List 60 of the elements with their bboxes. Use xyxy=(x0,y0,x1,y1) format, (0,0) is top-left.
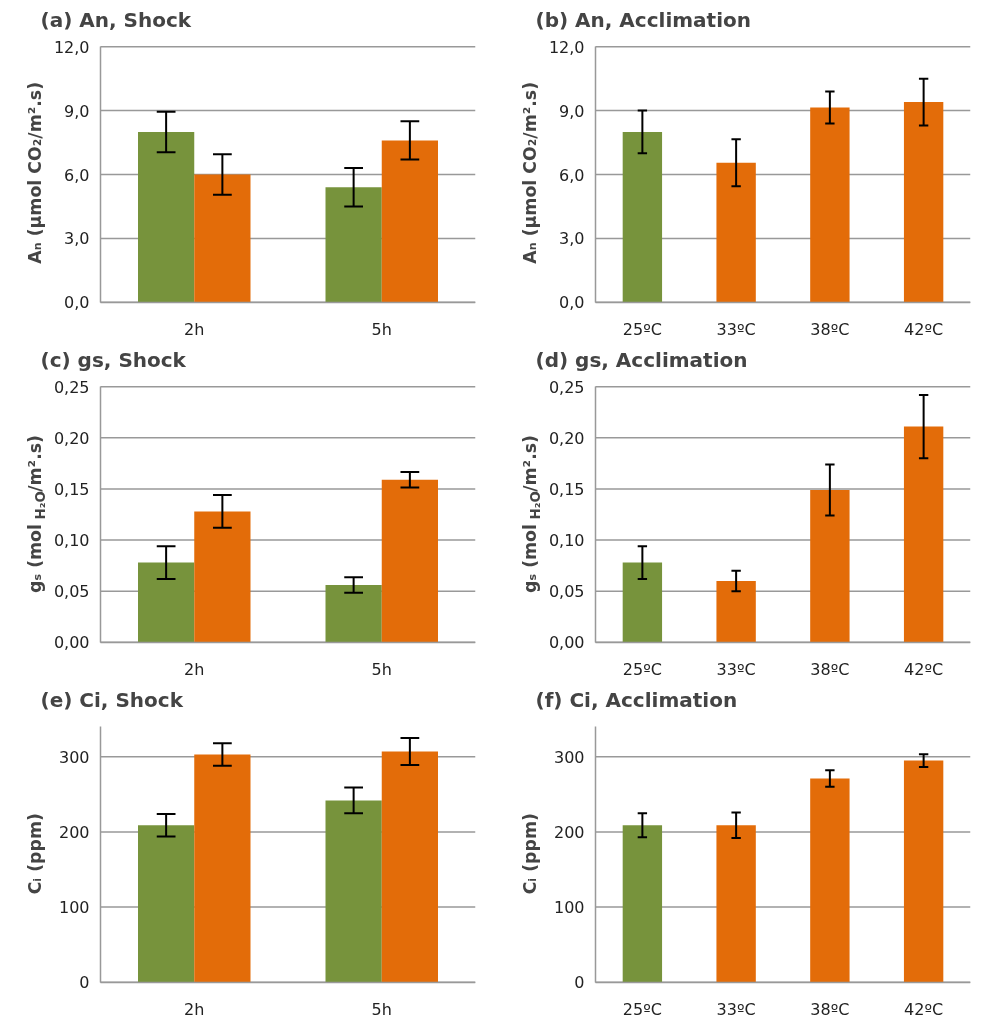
chart-title: (e) Ci, Shock xyxy=(40,687,184,712)
y-tick-label: 100 xyxy=(58,898,90,918)
x-tick-label: 38ºC xyxy=(810,660,850,680)
y-tick-label: 3,0 xyxy=(559,229,585,249)
x-tick-label: 25ºC xyxy=(622,1000,662,1020)
y-axis-title: gₛ (mol H₂O/m².s) xyxy=(24,435,48,593)
chart-title: (c) gs, Shock xyxy=(40,347,187,372)
x-tick-label: 25ºC xyxy=(622,320,662,340)
y-tick-label: 0,20 xyxy=(548,428,585,448)
y-tick-label: 12,0 xyxy=(548,37,585,57)
x-tick-label: 42ºC xyxy=(904,1000,944,1020)
y-tick-label: 300 xyxy=(553,747,585,767)
y-tick-label: 0,25 xyxy=(53,377,90,397)
y-tick-label: 0,0 xyxy=(64,293,90,313)
x-tick-label: 2h xyxy=(184,1000,205,1020)
x-tick-label: 5h xyxy=(371,320,392,340)
y-axis-title: Aₙ (µmol CO₂/m².s) xyxy=(519,81,540,264)
y-tick-label: 12,0 xyxy=(53,37,90,57)
y-tick-label: 9,0 xyxy=(64,101,90,121)
x-tick-label: 38ºC xyxy=(810,320,850,340)
x-tick-label: 5h xyxy=(371,660,392,680)
y-tick-label: 9,0 xyxy=(559,101,585,121)
y-tick-label: 6,0 xyxy=(64,165,90,185)
y-axis-title: Cᵢ (ppm) xyxy=(24,813,45,895)
y-tick-label: 300 xyxy=(58,747,90,767)
y-tick-label: 0 xyxy=(79,973,90,993)
y-axis-title: gₛ (mol H₂O/m².s) xyxy=(519,435,543,593)
chart-title: (a) An, Shock xyxy=(40,7,192,32)
y-tick-label: 0,05 xyxy=(53,582,90,602)
y-tick-label: 0,00 xyxy=(548,633,585,653)
x-tick-label: 2h xyxy=(184,320,205,340)
x-tick-label: 2h xyxy=(184,660,205,680)
x-tick-label: 25ºC xyxy=(622,660,662,680)
y-tick-label: 0,15 xyxy=(53,479,90,499)
chart-title: (b) An, Acclimation xyxy=(535,7,751,32)
y-tick-label: 0,0 xyxy=(559,293,585,313)
chart-title: (f) Ci, Acclimation xyxy=(535,687,738,712)
y-tick-label: 3,0 xyxy=(64,229,90,249)
y-tick-label: 200 xyxy=(58,822,90,842)
y-axis-title: Cᵢ (ppm) xyxy=(519,813,540,895)
x-tick-label: 38ºC xyxy=(810,1000,850,1020)
y-tick-label: 0,15 xyxy=(548,479,585,499)
y-tick-label: 0,05 xyxy=(548,582,585,602)
x-tick-label: 42ºC xyxy=(904,320,944,340)
x-tick-label: 33ºC xyxy=(716,320,756,340)
chart-title: (d) gs, Acclimation xyxy=(535,347,748,372)
y-tick-label: 0,00 xyxy=(53,633,90,653)
y-tick-label: 200 xyxy=(553,822,585,842)
y-axis-title: Aₙ (µmol CO₂/m².s) xyxy=(24,81,45,264)
y-tick-label: 0,10 xyxy=(548,531,585,551)
x-tick-label: 33ºC xyxy=(716,1000,756,1020)
x-tick-label: 5h xyxy=(371,1000,392,1020)
y-tick-label: 100 xyxy=(553,898,585,918)
x-tick-label: 33ºC xyxy=(716,660,756,680)
y-tick-label: 0 xyxy=(574,973,585,993)
y-tick-label: 0,25 xyxy=(548,377,585,397)
y-tick-label: 6,0 xyxy=(559,165,585,185)
y-tick-label: 0,20 xyxy=(53,428,90,448)
y-tick-label: 0,10 xyxy=(53,531,90,551)
x-tick-label: 42ºC xyxy=(904,660,944,680)
